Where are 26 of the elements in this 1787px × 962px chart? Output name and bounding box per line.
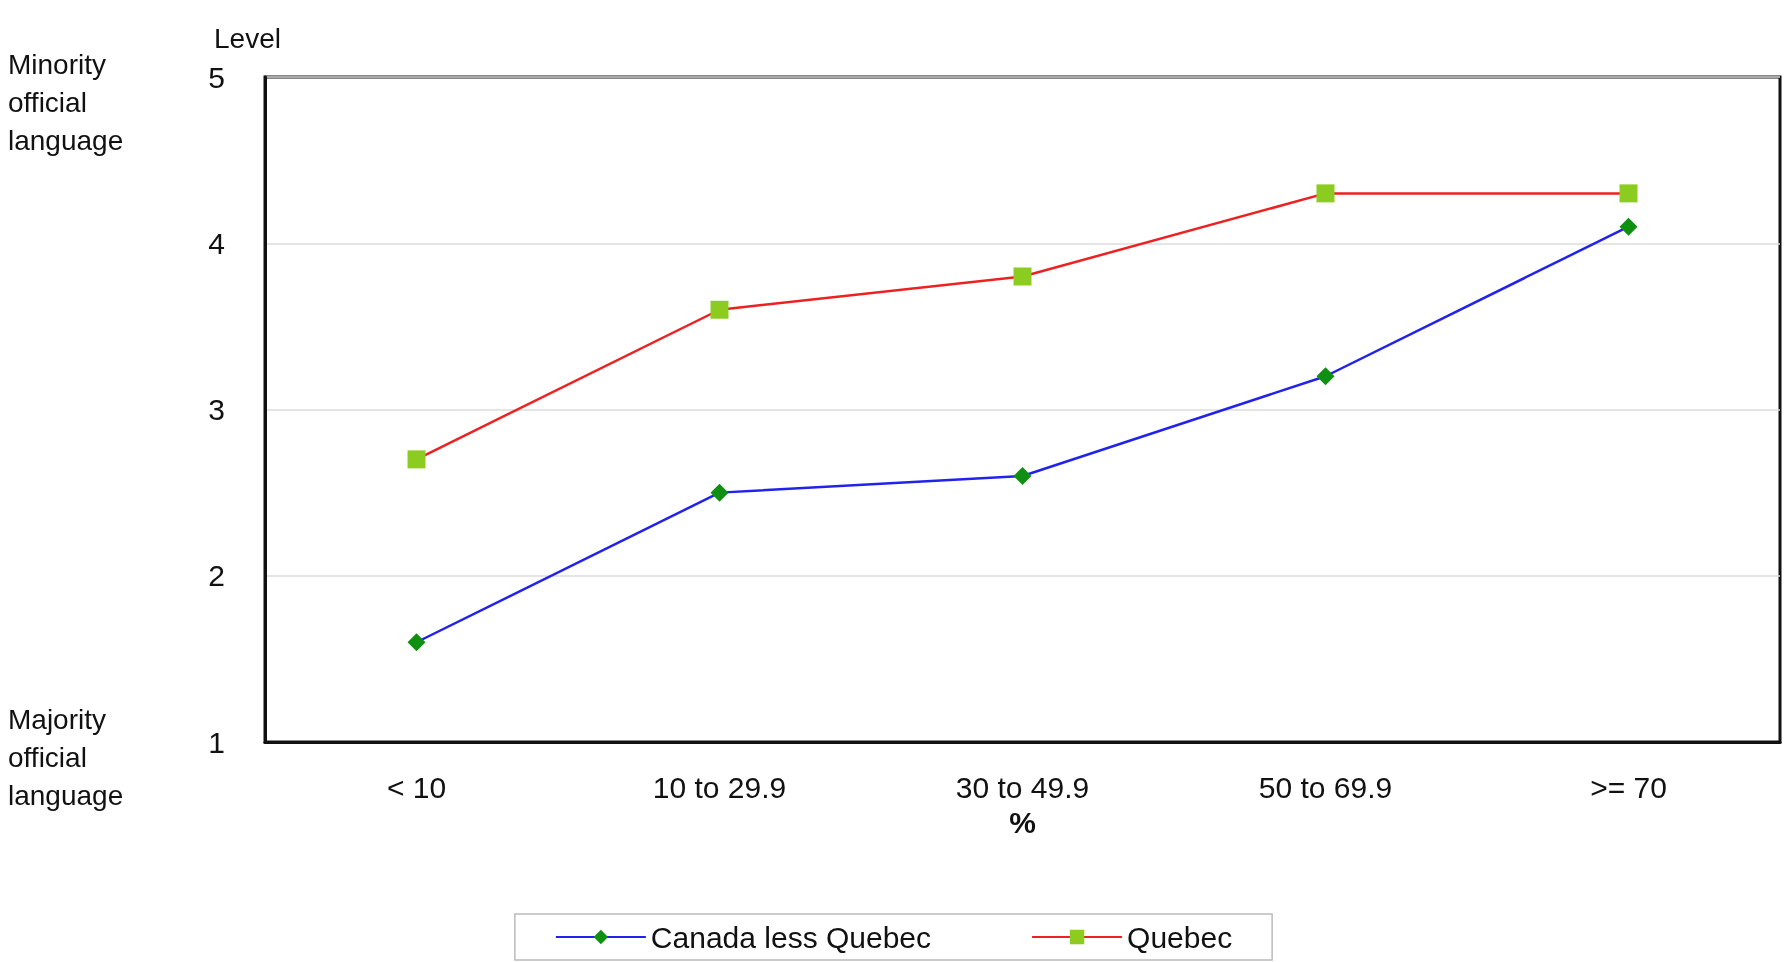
y-tick-label: 1 [208, 725, 225, 759]
x-tick-label: 50 to 69.9 [1258, 770, 1393, 804]
x-tick-label: 30 to 49.9 [955, 770, 1090, 804]
point [1013, 267, 1032, 286]
point [1619, 217, 1638, 236]
text: Majority official language [8, 703, 124, 811]
x-tick-label: < 10 [386, 770, 447, 804]
x-tick-label: 10 to 29.9 [652, 770, 787, 804]
y-tick-label: 2 [208, 559, 225, 593]
point [1619, 184, 1638, 203]
point [1316, 184, 1335, 203]
point [710, 300, 729, 319]
x-tick-label: >= 70 [1590, 770, 1667, 804]
y-axis-title: Level [214, 22, 281, 54]
point [407, 450, 426, 469]
point [407, 633, 426, 652]
y-tick-label: 4 [208, 226, 225, 260]
x-axis-title: % [1009, 805, 1036, 839]
legend-label: Canada less Quebec [650, 920, 932, 954]
legend-label: Quebec [1127, 920, 1233, 954]
point [710, 483, 729, 502]
text: Minority official language [8, 48, 124, 156]
y-tick-label: 5 [208, 60, 225, 94]
point [1013, 467, 1032, 485]
point [1316, 367, 1335, 386]
y-tick-label: 3 [208, 393, 225, 426]
